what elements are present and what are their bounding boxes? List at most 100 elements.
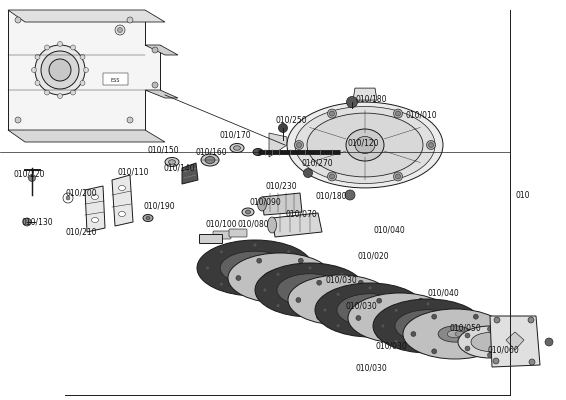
Circle shape	[152, 47, 158, 53]
Circle shape	[80, 54, 85, 60]
Text: 010/160: 010/160	[196, 148, 228, 156]
Text: 010/130: 010/130	[22, 218, 54, 226]
Text: 010/090: 010/090	[250, 198, 282, 206]
Circle shape	[277, 304, 280, 307]
Ellipse shape	[146, 216, 150, 220]
Circle shape	[393, 109, 402, 118]
Polygon shape	[262, 193, 302, 215]
Text: 010/140: 010/140	[163, 164, 195, 172]
Circle shape	[15, 117, 21, 123]
Ellipse shape	[403, 309, 507, 359]
Ellipse shape	[295, 106, 435, 184]
Circle shape	[319, 276, 324, 280]
Circle shape	[328, 109, 337, 118]
Text: 010/250: 010/250	[275, 116, 307, 124]
Circle shape	[418, 298, 423, 303]
Circle shape	[345, 190, 355, 200]
Ellipse shape	[315, 283, 425, 337]
Circle shape	[400, 324, 404, 327]
Circle shape	[528, 317, 534, 323]
Text: 010: 010	[515, 190, 530, 200]
Circle shape	[465, 333, 470, 338]
Text: 010/020: 010/020	[358, 252, 389, 260]
Circle shape	[510, 333, 515, 338]
Circle shape	[439, 316, 444, 320]
Circle shape	[236, 276, 241, 280]
Text: 010/030: 010/030	[355, 364, 387, 372]
Ellipse shape	[392, 314, 408, 322]
Ellipse shape	[242, 208, 254, 216]
Circle shape	[32, 68, 36, 72]
Circle shape	[301, 266, 304, 270]
Circle shape	[346, 96, 358, 108]
Ellipse shape	[355, 302, 385, 318]
Ellipse shape	[220, 251, 290, 285]
Ellipse shape	[165, 158, 179, 166]
Ellipse shape	[268, 217, 277, 233]
Polygon shape	[272, 213, 322, 237]
Text: 010/270: 010/270	[302, 158, 333, 168]
Circle shape	[379, 298, 384, 302]
Ellipse shape	[458, 326, 522, 358]
Circle shape	[545, 338, 553, 346]
Circle shape	[66, 196, 70, 200]
Text: 010/050: 010/050	[450, 324, 482, 332]
Circle shape	[45, 45, 49, 50]
Circle shape	[493, 358, 499, 364]
Ellipse shape	[348, 293, 452, 343]
Circle shape	[257, 293, 261, 298]
Circle shape	[71, 45, 75, 50]
Ellipse shape	[169, 160, 175, 164]
Circle shape	[396, 111, 401, 116]
Circle shape	[510, 346, 515, 351]
Polygon shape	[490, 316, 540, 367]
FancyBboxPatch shape	[213, 231, 231, 239]
Circle shape	[263, 288, 267, 292]
Text: 010/180: 010/180	[315, 192, 346, 200]
Circle shape	[428, 142, 434, 148]
Text: 010/030: 010/030	[325, 276, 357, 284]
Circle shape	[340, 304, 344, 307]
Ellipse shape	[337, 294, 403, 326]
Ellipse shape	[438, 326, 472, 342]
Ellipse shape	[230, 144, 244, 152]
Circle shape	[317, 315, 321, 320]
Polygon shape	[269, 133, 287, 157]
Circle shape	[308, 311, 311, 314]
Polygon shape	[8, 10, 160, 130]
Circle shape	[354, 288, 357, 292]
Ellipse shape	[295, 282, 325, 298]
Circle shape	[294, 140, 303, 150]
Circle shape	[377, 333, 381, 338]
Ellipse shape	[447, 330, 463, 338]
Circle shape	[80, 80, 85, 86]
Ellipse shape	[258, 197, 267, 211]
Circle shape	[494, 332, 499, 336]
Circle shape	[308, 266, 311, 269]
Circle shape	[487, 352, 492, 358]
Circle shape	[494, 317, 500, 323]
Ellipse shape	[280, 276, 290, 280]
Text: 010/110: 010/110	[118, 168, 149, 176]
Circle shape	[395, 340, 397, 343]
Ellipse shape	[413, 318, 443, 334]
Circle shape	[368, 286, 371, 289]
Circle shape	[220, 250, 223, 253]
Circle shape	[337, 324, 340, 327]
Circle shape	[115, 25, 125, 35]
Circle shape	[395, 309, 397, 312]
Ellipse shape	[143, 214, 153, 222]
Circle shape	[35, 54, 40, 60]
Circle shape	[473, 349, 478, 354]
Ellipse shape	[395, 310, 461, 342]
Circle shape	[298, 258, 303, 263]
Ellipse shape	[239, 260, 271, 276]
Circle shape	[84, 68, 88, 72]
Circle shape	[473, 314, 478, 319]
FancyBboxPatch shape	[103, 73, 128, 85]
Ellipse shape	[253, 148, 263, 156]
Text: 010/040: 010/040	[427, 288, 459, 298]
Polygon shape	[8, 10, 165, 22]
Ellipse shape	[246, 210, 251, 214]
Circle shape	[220, 283, 223, 286]
